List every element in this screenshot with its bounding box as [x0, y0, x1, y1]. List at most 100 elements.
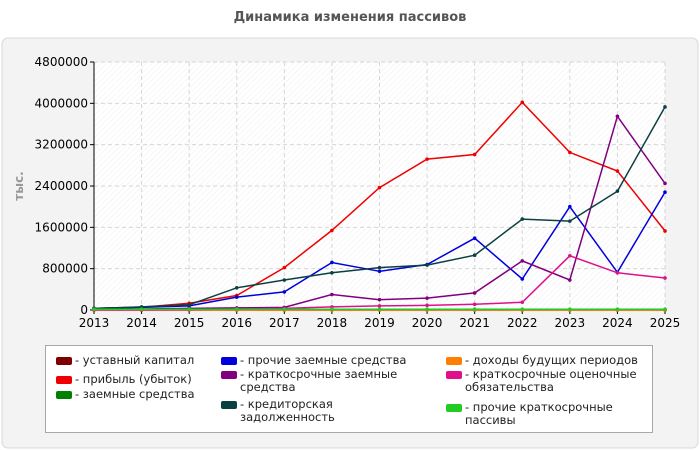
- series-point-5: [663, 105, 667, 109]
- legend: - уставный капитал - прибыль (убыток) - за…: [45, 345, 653, 433]
- series-point-1: [615, 169, 620, 173]
- legend-item: - кредиторская задолженность: [221, 398, 431, 424]
- series-point-5: [330, 271, 334, 275]
- series-point-7: [520, 300, 525, 305]
- x-tick-label: 2021: [459, 316, 490, 330]
- legend-swatch: [221, 357, 237, 365]
- legend-swatch: [56, 376, 72, 384]
- series-point-5: [187, 303, 191, 307]
- series-point-3: [377, 269, 382, 274]
- series-point-3: [234, 295, 239, 299]
- series-point-7: [615, 271, 620, 275]
- series-point-8: [520, 307, 525, 312]
- series-point-8: [187, 307, 191, 312]
- y-tick-label: 1600000: [35, 220, 88, 234]
- series-point-3: [472, 236, 477, 240]
- legend-label: - прибыль (убыток): [75, 372, 192, 386]
- series-point-4: [330, 292, 334, 297]
- series-point-5: [282, 278, 287, 282]
- legend-swatch: [446, 404, 462, 412]
- x-tick-label: 2018: [317, 316, 348, 330]
- series-point-7: [425, 303, 429, 308]
- x-tick-label: 2024: [602, 316, 633, 330]
- series-point-7: [568, 253, 572, 258]
- y-tick-label: 4800000: [35, 55, 88, 69]
- series-point-8: [472, 307, 477, 312]
- legend-label: - заемные средства: [75, 387, 195, 401]
- legend-label: - кредиторская задолженность: [240, 397, 335, 424]
- series-point-4: [663, 181, 667, 186]
- x-tick-label: 2016: [221, 316, 252, 330]
- y-tick-label: 3200000: [35, 138, 88, 152]
- series-point-5: [425, 263, 429, 267]
- series-point-1: [663, 229, 667, 233]
- x-tick-label: 2015: [174, 316, 205, 330]
- legend-swatch: [56, 357, 72, 365]
- series-point-8: [234, 307, 239, 312]
- series-point-3: [663, 190, 667, 194]
- y-tick-label: 800000: [42, 262, 88, 276]
- series-point-5: [377, 265, 382, 270]
- series-point-7: [663, 276, 667, 280]
- series-point-4: [568, 278, 572, 282]
- series-point-5: [568, 219, 572, 223]
- series-point-4: [377, 297, 382, 302]
- series-point-5: [615, 189, 620, 193]
- series-point-8: [92, 307, 96, 312]
- x-tick-label: 2017: [269, 316, 300, 330]
- y-tick-label: 4000000: [35, 96, 88, 110]
- x-tick-label: 2023: [555, 316, 586, 330]
- series-point-3: [282, 290, 287, 294]
- series-point-3: [568, 204, 572, 209]
- series-point-1: [472, 152, 477, 157]
- series-point-1: [520, 100, 525, 105]
- series-point-4: [472, 291, 477, 295]
- series-point-1: [568, 150, 572, 155]
- legend-label: - прочие заемные средства: [240, 353, 407, 367]
- series-point-5: [234, 285, 239, 290]
- legend-swatch: [446, 357, 462, 365]
- series-point-1: [330, 228, 334, 233]
- legend-swatch: [221, 371, 237, 379]
- y-tick-label: 0: [80, 303, 88, 317]
- legend-item: - прибыль (убыток): [56, 373, 211, 386]
- series-point-3: [330, 260, 334, 265]
- legend-item: - прочие заемные средства: [221, 354, 431, 367]
- legend-item: - краткосрочные оценочные обязательства: [446, 368, 646, 394]
- series-point-1: [377, 185, 382, 190]
- series-point-1: [425, 157, 429, 161]
- x-tick-label: 2022: [507, 316, 538, 330]
- series-point-3: [520, 277, 525, 281]
- legend-label: - уставный капитал: [75, 353, 195, 367]
- legend-label: - краткосрочные заемные средства: [240, 367, 398, 394]
- series-point-8: [377, 307, 382, 312]
- series-point-8: [663, 307, 667, 312]
- series-point-8: [139, 307, 144, 312]
- series-point-8: [425, 307, 429, 312]
- series-point-1: [282, 265, 287, 270]
- series-point-8: [615, 307, 620, 312]
- x-tick-label: 2025: [650, 316, 681, 330]
- legend-item: - краткосрочные заемные средства: [221, 368, 431, 394]
- legend-label: - доходы будущих периодов: [465, 353, 638, 367]
- legend-label: - прочие краткосрочные пассивы: [465, 400, 613, 427]
- legend-item: - доходы будущих периодов: [446, 354, 646, 367]
- legend-item: - уставный капитал: [56, 354, 211, 367]
- legend-swatch: [446, 371, 462, 379]
- series-point-4: [520, 259, 525, 263]
- legend-swatch: [56, 391, 72, 399]
- y-axis-label: тыс.: [12, 171, 26, 200]
- series-point-7: [377, 304, 382, 308]
- legend-swatch: [221, 401, 237, 409]
- series-point-5: [472, 253, 477, 258]
- legend-item: - заемные средства: [56, 388, 211, 401]
- series-point-8: [330, 307, 334, 312]
- series-point-8: [568, 307, 572, 312]
- legend-item: - прочие краткосрочные пассивы: [446, 401, 646, 427]
- series-point-5: [520, 217, 525, 221]
- x-tick-label: 2020: [412, 316, 443, 330]
- y-tick-label: 2400000: [35, 179, 88, 193]
- series-point-4: [425, 296, 429, 300]
- x-tick-label: 2014: [126, 316, 157, 330]
- chart-title: Динамика изменения пассивов: [233, 10, 467, 25]
